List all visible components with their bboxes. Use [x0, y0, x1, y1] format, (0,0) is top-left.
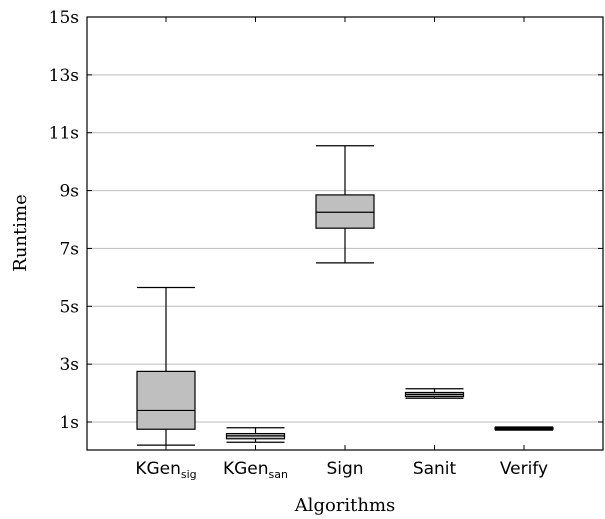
y-axis-ticks: 1s 3s 5s 7s 9s 11s 13s 15s [49, 8, 603, 433]
box-sign [315, 145, 375, 264]
y-tick-label: 7s [59, 239, 79, 259]
y-tick-label: 15s [49, 8, 79, 28]
x-tick-label: Sanit [413, 459, 457, 479]
iqr-box [136, 370, 196, 430]
y-tick-label: 5s [59, 297, 79, 317]
y-tick-label: 9s [59, 182, 79, 202]
x-tick-label: Verify [500, 459, 548, 479]
box-sanit [404, 388, 465, 399]
box-verify [494, 426, 554, 431]
x-tick-label: KGensan [223, 459, 288, 481]
y-tick-label: 13s [49, 66, 79, 86]
y-axis-title: Runtime [10, 194, 31, 271]
y-tick-label: 1s [59, 413, 79, 433]
iqr-box [315, 194, 375, 229]
box-series [136, 145, 554, 446]
x-axis-title: Algorithms [294, 495, 396, 516]
x-tick-label: KGensig [135, 459, 196, 481]
y-tick-label: 3s [59, 355, 79, 375]
x-axis-ticks: KGensig KGensan Sign Sanit Verify [135, 17, 548, 481]
x-tick-label: Sign [326, 459, 363, 479]
y-tick-label: 11s [49, 124, 79, 144]
box-kgen-san [225, 427, 286, 443]
box-kgen-sig [136, 286, 196, 446]
